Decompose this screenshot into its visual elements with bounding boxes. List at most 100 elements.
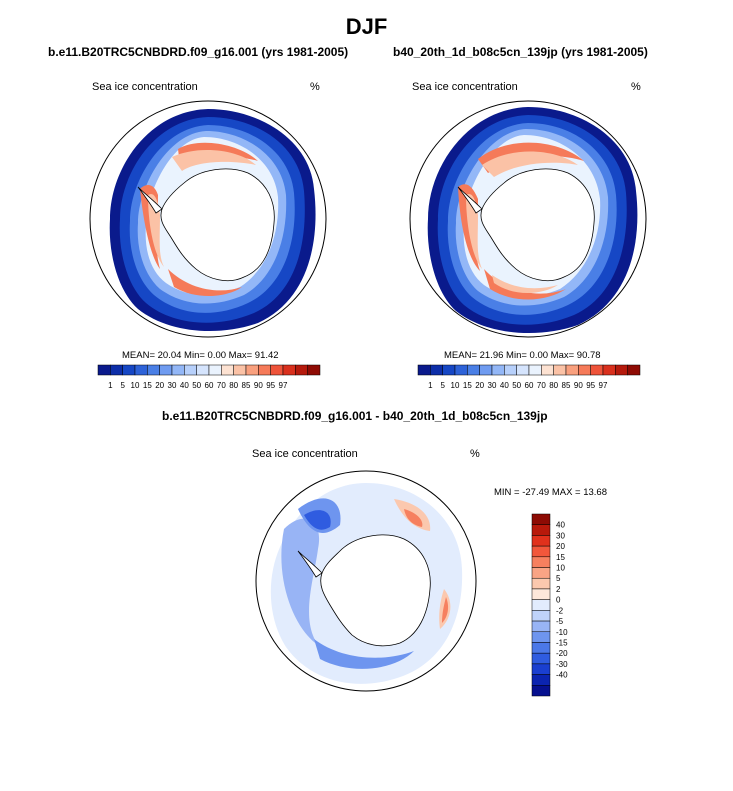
panel-1-colorbar-label: 20 [155,381,164,390]
difference-colorbar-label: 30 [556,531,565,540]
difference-colorbar-label: 5 [556,574,561,583]
panel-2-colorbar-label: 85 [562,381,571,390]
panel-1-colorbar-swatch [110,364,123,376]
panel-2-colorbar-label: 10 [451,381,460,390]
panel-1-colorbar-label: 97 [279,381,288,390]
panel-1-colorbar-label: 60 [205,381,214,390]
panel-1-case-title: b.e11.B20TRC5CNBDRD.f09_g16.001 (yrs 198… [48,45,349,59]
difference-colorbar-swatch [531,556,551,568]
panel-1-colorbar: 1 5 10 15 20 30 40 50 60 70 80 85 90 95 97 [97,364,321,390]
ice-band-mid [148,150,256,267]
difference-stats: MIN = -27.49 MAX = 13.68 [494,487,608,498]
panel-2-colorbar-label: 60 [525,381,534,390]
panel-1-colorbar-label: 95 [266,381,275,390]
panel-1-colorbar-swatch [258,364,271,376]
difference-units: % [470,448,480,460]
difference-colorbar-swatch [531,588,551,600]
panel-1-variable: Sea ice concentration [92,81,198,93]
panel-1-colorbar-label: 40 [180,381,189,390]
panel-2-colorbar-label: 30 [488,381,497,390]
panel-1-colorbar-label: 10 [131,381,140,390]
panel-1-colorbar-label: 15 [143,381,152,390]
panel-2-colorbar-swatch [491,364,505,376]
panel-2-colorbar-swatch [504,364,517,376]
panel-1-colorbar-label: 50 [192,381,201,390]
panel-2-colorbar-swatch [541,364,554,376]
difference-colorbar-swatch [531,620,551,633]
difference-colorbar-label: -40 [556,671,568,680]
panel-1-colorbar-swatch [134,364,148,376]
difference-colorbar-label: -30 [556,660,568,669]
panel-1-colorbar-swatch [171,364,185,376]
difference-colorbar-label: 0 [556,596,561,605]
difference-colorbar-label: 40 [556,521,565,530]
panel-2-colorbar-swatch [479,364,493,376]
difference-colorbar-swatch [531,663,551,675]
difference-colorbar-swatch [531,685,551,697]
panel-2-colorbar-swatch [417,364,431,376]
panel-1-colorbar-label: 70 [217,381,226,390]
panel-2-colorbar-label: 97 [599,381,608,390]
season-title: DJF [345,14,388,39]
difference-colorbar-swatch [531,524,551,536]
panel-2-case-title: b40_20th_1d_b08c5cn_139jp (yrs 1981-2005… [393,45,648,59]
panel-2-colorbar-swatch [590,364,604,376]
panel-1-colorbar-label: 30 [168,381,177,390]
panel-1-colorbar-swatch [97,364,111,376]
difference-colorbar-label: -2 [556,606,564,615]
panel-1-colorbar-swatch [196,364,210,376]
panel-1-colorbar-swatch [307,364,321,376]
difference-colorbar-label: -5 [556,617,564,626]
difference-polar-map [255,470,477,692]
panel-1-colorbar-label: 80 [229,381,238,390]
difference-colorbar-swatch [531,652,551,665]
difference-colorbar-swatch [531,674,551,686]
panel-1-polar-map [89,100,327,338]
panel-2-polar-map [409,100,647,338]
panel-1-colorbar-swatch [282,364,296,376]
panel-2-colorbar-label: 50 [512,381,521,390]
difference-colorbar-swatch [531,545,551,558]
panel-2-colorbar-label: 20 [475,381,484,390]
difference-colorbar-label: 10 [556,564,565,573]
panel-2-colorbar-swatch [516,364,530,376]
difference-variable: Sea ice concentration [252,448,358,460]
panel-2-colorbar-swatch [454,364,468,376]
panel-2-colorbar-label: 70 [537,381,546,390]
difference-colorbar-swatch [531,631,551,643]
panel-2-colorbar-swatch [615,364,628,376]
panel-1-colorbar-swatch [245,364,259,376]
panel-1-colorbar-swatch [208,364,222,376]
difference-colorbar-label: 2 [556,585,561,594]
panel-1-colorbar-swatch [122,364,136,376]
panel-2-colorbar-swatch [430,364,443,376]
panel-2-colorbar-swatch [553,364,567,376]
panel-2-colorbar-label: 80 [549,381,558,390]
difference-colorbar-label: -15 [556,638,568,647]
panel-1-colorbar-label: 85 [242,381,251,390]
panel-2-colorbar-label: 5 [440,381,445,390]
panel-1-colorbar-swatch [233,364,247,376]
antarctic-peninsula [137,186,163,214]
panel-1-colorbar-swatch [159,364,173,376]
panel-2-colorbar-swatch [602,364,616,376]
panel-2-colorbar-label: 90 [574,381,583,390]
panel-1-colorbar-label: 1 [108,381,113,390]
difference-colorbar-swatch [531,535,551,547]
panel-1-stats: MEAN= 20.04 Min= 0.00 Max= 91.42 [122,350,279,361]
panel-2-colorbar-swatch [578,364,591,376]
panel-2-colorbar-label: 40 [500,381,509,390]
difference-colorbar-swatch [531,610,551,622]
panel-1-colorbar-swatch [295,364,308,376]
panel-2-colorbar-label: 1 [428,381,433,390]
difference-colorbar-swatch [531,513,551,525]
panel-2-colorbar-swatch [528,364,542,376]
difference-colorbar-swatch [531,599,551,611]
panel-2-units: % [631,81,641,93]
panel-2-colorbar-label: 15 [463,381,472,390]
panel-1-colorbar-swatch [270,364,284,376]
panel-2-colorbar-swatch [442,364,456,376]
panel-1-colorbar-label: 5 [120,381,125,390]
panel-2-colorbar-swatch [565,364,579,376]
